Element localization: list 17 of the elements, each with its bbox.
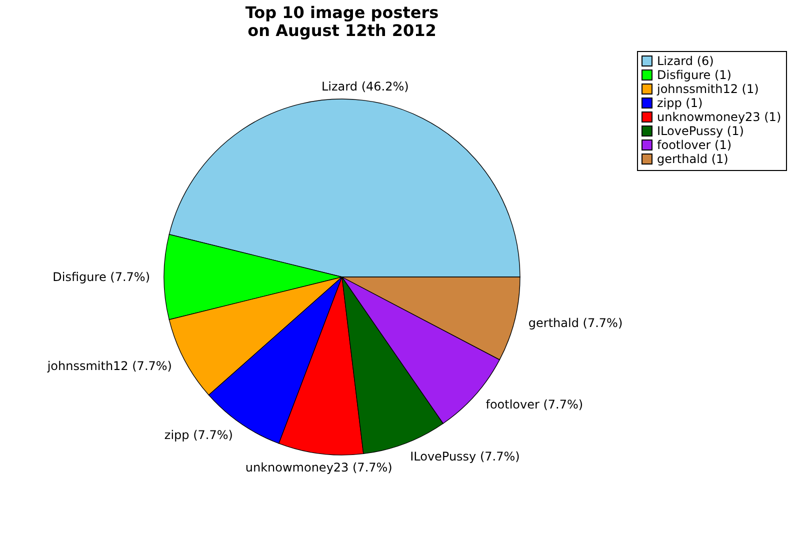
legend-label: ILovePussy (1) [657, 124, 744, 138]
legend-label: gerthald (1) [657, 152, 728, 166]
chart-title: Top 10 image posters on August 12th 2012 [245, 3, 439, 40]
data-label: unknowmoney23 (7.7%) [245, 460, 392, 475]
legend-label: unknowmoney23 (1) [657, 110, 782, 124]
data-label: ILovePussy (7.7%) [410, 450, 520, 464]
data-label: Lizard (46.2%) [321, 79, 409, 94]
data-label: johnssmith12 (7.7%) [46, 359, 172, 374]
legend-label: johnssmith12 (1) [656, 82, 759, 96]
legend-label: Disfigure (1) [657, 68, 732, 82]
data-label: footlover (7.7%) [486, 397, 584, 412]
legend-label: Lizard (6) [657, 54, 714, 68]
legend-label: zipp (1) [657, 96, 703, 110]
data-label: Disfigure (7.7%) [52, 270, 150, 284]
legend-label: footlover (1) [657, 138, 732, 152]
data-label: zipp (7.7%) [164, 428, 233, 442]
data-label: gerthald (7.7%) [528, 316, 623, 330]
